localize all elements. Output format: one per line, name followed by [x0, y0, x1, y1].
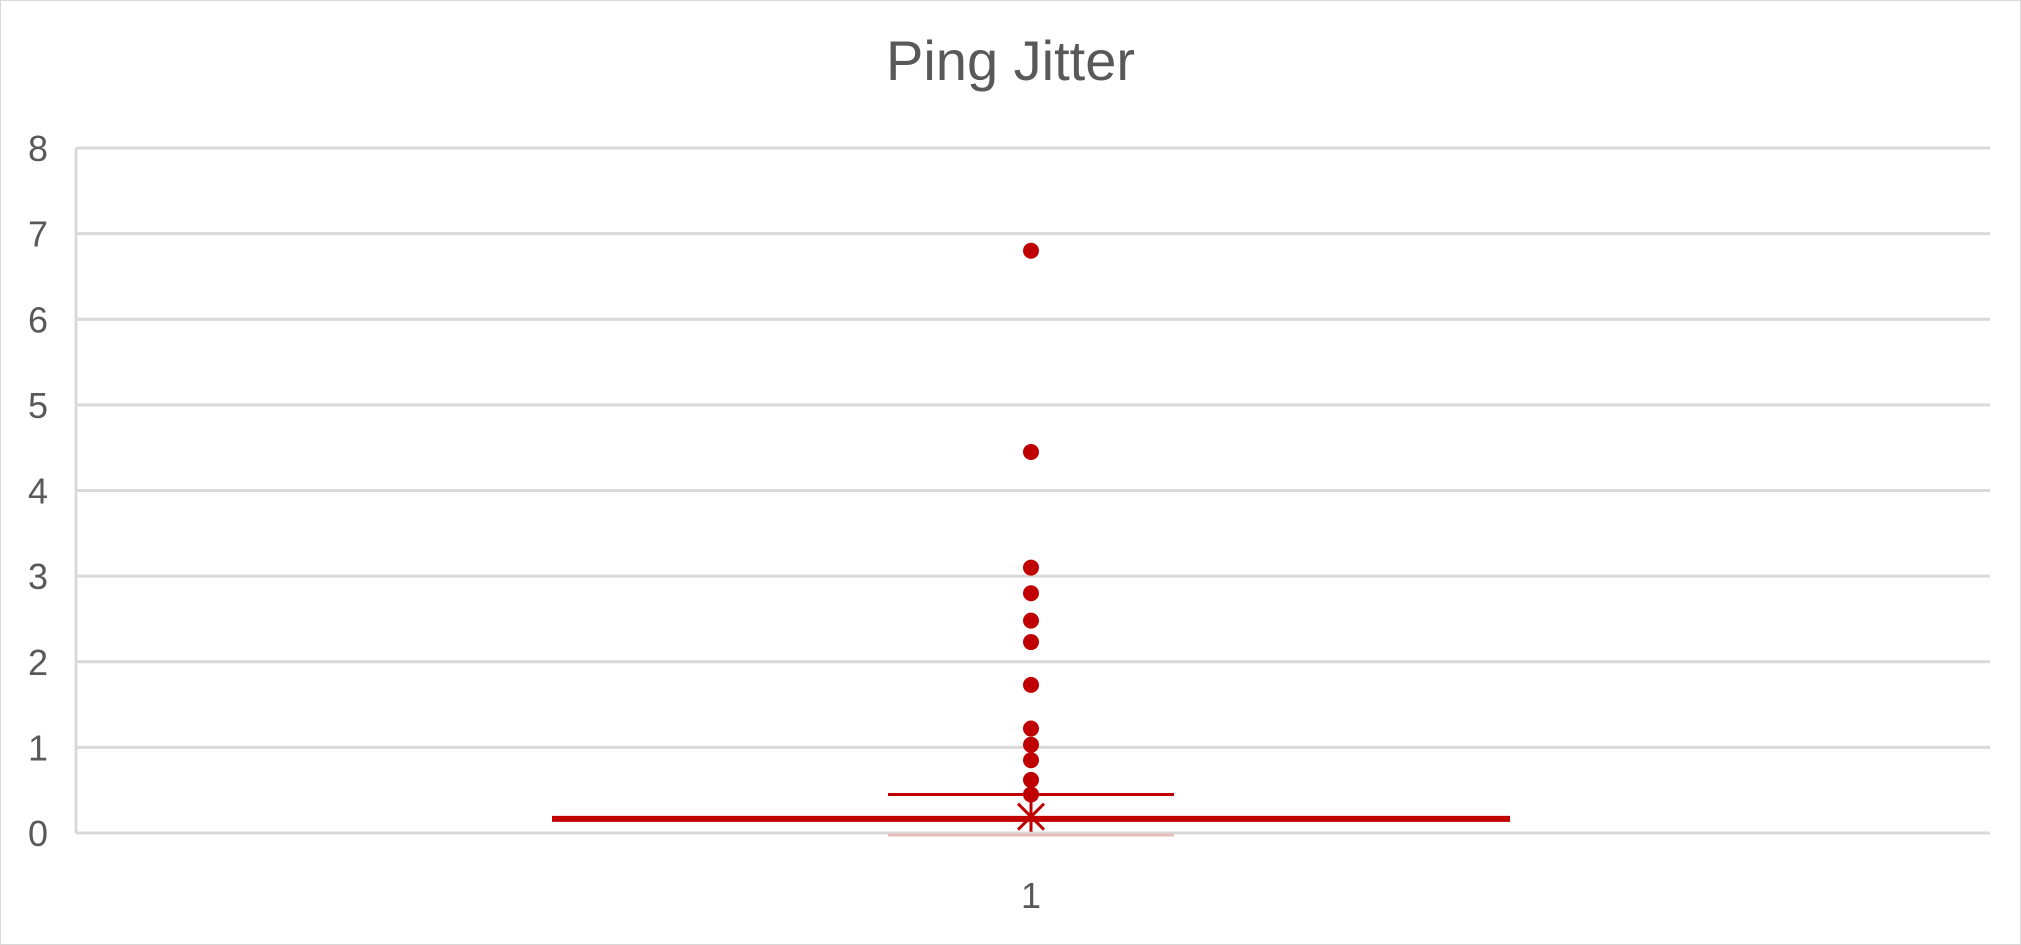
outlier-point: [1023, 585, 1039, 602]
outlier-layer: [1023, 242, 1039, 803]
chart-title: Ping Jitter: [886, 29, 1135, 92]
outlier-point: [1023, 771, 1039, 788]
outlier-point: [1023, 559, 1039, 576]
outlier-point: [1023, 736, 1039, 753]
outlier-point: [1023, 612, 1039, 629]
y-tick-label: 1: [28, 727, 48, 768]
outlier-point: [1023, 443, 1039, 460]
outlier-point: [1023, 242, 1039, 259]
outlier-point: [1023, 634, 1039, 651]
outlier-point: [1023, 752, 1039, 769]
y-tick-label: 2: [28, 642, 48, 683]
axis-layer: 0 1 2 3 4 5 6 7 8 1: [28, 128, 1041, 916]
y-tick-label: 8: [28, 128, 48, 169]
y-tick-label: 6: [28, 299, 48, 340]
y-tick-label: 0: [28, 813, 48, 854]
mean-marker: [1016, 799, 1046, 832]
outlier-point: [1023, 676, 1039, 693]
outlier-point: [1023, 720, 1039, 737]
y-tick-label: 3: [28, 556, 48, 597]
y-tick-label: 7: [28, 214, 48, 255]
x-tick-label: 1: [1021, 875, 1041, 916]
y-tick-label: 4: [28, 471, 48, 512]
grid-layer: [76, 146, 1990, 835]
box-layer: [552, 792, 1510, 837]
y-tick-label: 5: [28, 385, 48, 426]
outlier-point: [1023, 786, 1039, 803]
